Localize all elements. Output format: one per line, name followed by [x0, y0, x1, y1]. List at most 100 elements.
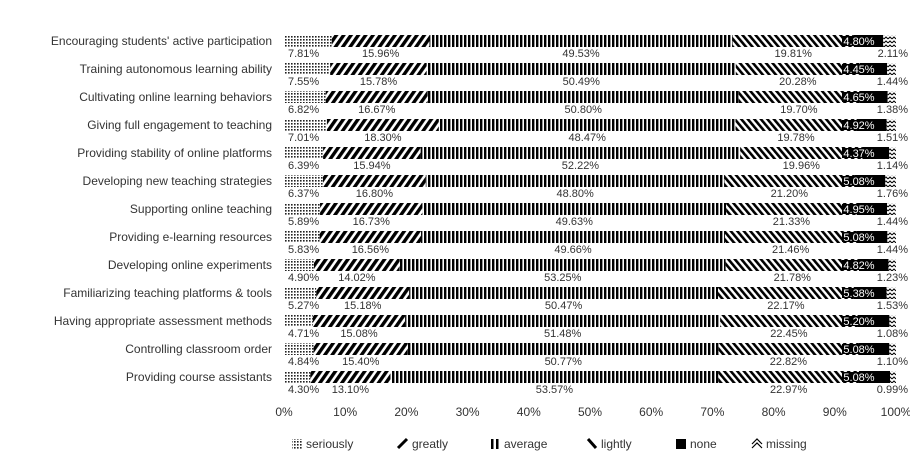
bar-segment-average — [420, 147, 741, 159]
bar-segment-seriously — [284, 203, 321, 215]
value-label-none: 4.37% — [843, 148, 874, 160]
value-label-seriously: 4.71% — [288, 328, 319, 340]
value-label-missing: 0.99% — [877, 384, 908, 396]
value-label-greatly: 15.94% — [353, 160, 391, 172]
legend: seriously greatly average lightly none missin… — [292, 437, 807, 451]
category-label: Providing e-learning resources — [109, 230, 272, 244]
bars-group — [284, 35, 896, 383]
value-label-average: 53.57% — [536, 384, 574, 396]
bar-segment-lightly — [735, 119, 857, 131]
value-label-seriously: 4.30% — [288, 384, 319, 396]
value-label-none: 4.65% — [843, 92, 874, 104]
value-label-none: 5.38% — [843, 288, 874, 300]
value-label-lightly: 19.78% — [777, 132, 815, 144]
value-label-none: 4.82% — [843, 260, 874, 272]
legend-label: greatly — [412, 437, 448, 451]
bar-segment-missing — [889, 147, 896, 159]
bar-segment-greatly — [323, 147, 421, 159]
value-label-missing: 1.44% — [877, 76, 908, 88]
bar-segment-missing — [887, 231, 896, 243]
category-label: Controlling classroom order — [125, 342, 272, 356]
bar-segment-greatly — [319, 231, 422, 243]
value-label-none: 4.92% — [843, 120, 874, 132]
value-labels: 7.81% 15.96% 49.53% 19.81% 4.80% 2.11% 7.55% 15… — [288, 36, 908, 396]
value-label-bg — [842, 148, 876, 158]
bar-segment-missing — [885, 175, 896, 187]
value-label-average: 49.66% — [554, 244, 592, 256]
value-label-bg — [842, 260, 876, 270]
value-label-lightly: 21.33% — [773, 216, 811, 228]
bar-segment-missing — [890, 371, 896, 383]
x-tick-label: 0% — [275, 405, 293, 419]
value-label-seriously: 5.27% — [288, 300, 319, 312]
bar-segment-lightly — [720, 315, 858, 327]
value-label-none: 4.45% — [843, 64, 874, 76]
value-label-average: 50.49% — [563, 76, 601, 88]
value-label-lightly: 20.28% — [779, 76, 817, 88]
value-label-lightly: 22.97% — [770, 384, 808, 396]
value-label-missing: 1.14% — [877, 160, 908, 172]
legend-label: average — [504, 437, 548, 451]
value-label-missing: 1.08% — [877, 328, 908, 340]
bar-segment-average — [425, 175, 725, 187]
bar-segment-lightly — [726, 203, 857, 215]
value-label-seriously: 6.39% — [288, 160, 319, 172]
value-label-greatly: 16.73% — [353, 216, 391, 228]
bar-segment-missing — [886, 287, 896, 299]
value-label-average: 50.77% — [545, 356, 583, 368]
value-label-average: 50.80% — [565, 104, 603, 116]
value-label-none: 4.95% — [843, 204, 874, 216]
value-label-greatly: 16.80% — [356, 188, 394, 200]
bar-segment-lightly — [740, 147, 863, 159]
x-tick-label: 70% — [700, 405, 724, 419]
x-tick-label: 60% — [639, 405, 663, 419]
bar-segment-missing — [887, 63, 896, 75]
category-label: Developing online experiments — [108, 258, 272, 272]
x-tick-label: 10% — [333, 405, 357, 419]
value-label-missing: 1.76% — [877, 188, 908, 200]
value-label-greatly: 15.08% — [340, 328, 378, 340]
bar-segment-lightly — [735, 63, 860, 75]
bar-segment-average — [405, 315, 721, 327]
value-label-lightly: 22.45% — [770, 328, 808, 340]
bar-segment-average — [429, 35, 733, 47]
bar-segment-seriously — [284, 343, 314, 355]
category-label: Developing new teaching strategies — [83, 174, 272, 188]
bar-segment-lightly — [724, 175, 855, 187]
bar-segment-greatly — [316, 287, 410, 299]
value-label-seriously: 6.82% — [288, 104, 319, 116]
bar-segment-missing — [883, 35, 896, 47]
solid-square-icon — [676, 439, 686, 449]
value-label-seriously: 5.89% — [288, 216, 319, 228]
legend-label: none — [690, 437, 717, 451]
x-tick-label: 100% — [881, 405, 910, 419]
category-labels: Encouraging students' active participati… — [51, 34, 272, 384]
value-label-bg — [842, 344, 876, 354]
value-label-bg — [842, 92, 876, 102]
legend-label: missing — [766, 437, 807, 451]
value-label-none: 5.08% — [843, 372, 874, 384]
bar-segment-average — [427, 91, 739, 103]
value-label-greatly: 15.78% — [360, 76, 398, 88]
value-label-lightly: 22.82% — [770, 356, 808, 368]
bar-segment-lightly — [738, 91, 860, 103]
bar-segment-seriously — [284, 315, 313, 327]
value-label-lightly: 22.17% — [767, 300, 805, 312]
bar-segment-lightly — [732, 35, 854, 47]
bar-segment-missing — [888, 259, 896, 271]
legend-label: lightly — [601, 437, 632, 451]
value-label-seriously: 7.01% — [288, 132, 319, 144]
category-label: Familiarizing teaching platforms & tools — [63, 286, 272, 300]
value-label-greatly: 13.10% — [332, 384, 370, 396]
value-label-missing: 1.10% — [877, 356, 908, 368]
x-tick-label: 40% — [517, 405, 541, 419]
value-label-average: 52.22% — [562, 160, 600, 172]
bar-segment-missing — [889, 315, 896, 327]
value-label-average: 49.53% — [562, 48, 600, 60]
bar-segment-missing — [889, 343, 896, 355]
category-label: Cultivating online learning behaviors — [79, 90, 272, 104]
value-label-lightly: 21.20% — [771, 188, 809, 200]
value-label-none: 5.08% — [843, 232, 874, 244]
bar-segment-average — [390, 371, 719, 383]
bar-segment-seriously — [284, 175, 323, 187]
